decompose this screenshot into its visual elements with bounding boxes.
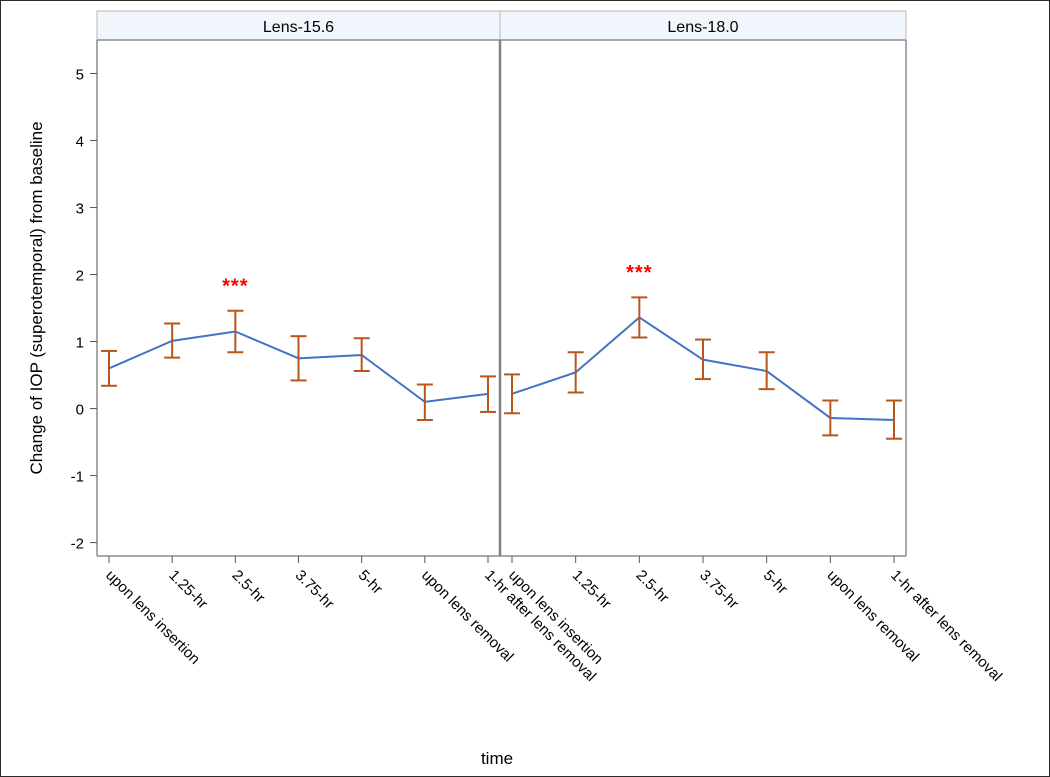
- x-tick-label: 3.75-hr: [696, 567, 742, 613]
- x-tick-label: 2.5-hr: [633, 567, 673, 607]
- x-tick-label: 2.5-hr: [229, 567, 269, 607]
- x-tick-label: 5-hr: [355, 567, 386, 598]
- y-tick-label: 1: [76, 335, 84, 352]
- y-tick-label: 2: [76, 268, 84, 285]
- y-tick-label: -2: [71, 536, 84, 553]
- panel-plot-area-1: [97, 40, 500, 556]
- panel-header-2: [499, 10, 907, 41]
- panel-title-1: Lens-15.6: [263, 19, 334, 36]
- x-tick-label: 1-hr after lens removal: [887, 567, 1005, 685]
- x-tick-label: 1.25-hr: [569, 567, 615, 613]
- significance-annotation: ***: [222, 276, 248, 298]
- y-tick-label: -1: [71, 469, 84, 486]
- y-tick-label: 3: [76, 201, 84, 218]
- y-tick-label: 5: [76, 67, 84, 84]
- panel-plot-area-2: [500, 40, 906, 556]
- x-tick-label: 5-hr: [760, 567, 791, 598]
- significance-annotation: ***: [626, 262, 652, 284]
- y-tick-label: 0: [76, 402, 84, 419]
- x-axis-title: time: [481, 749, 513, 768]
- panel-title-2: Lens-18.0: [667, 19, 738, 36]
- x-tick-label: 1.25-hr: [165, 567, 211, 613]
- y-tick-label: 4: [76, 134, 84, 151]
- y-axis-title: Change of IOP (superotemporal) from base…: [27, 121, 46, 474]
- x-tick-label: 3.75-hr: [292, 567, 338, 613]
